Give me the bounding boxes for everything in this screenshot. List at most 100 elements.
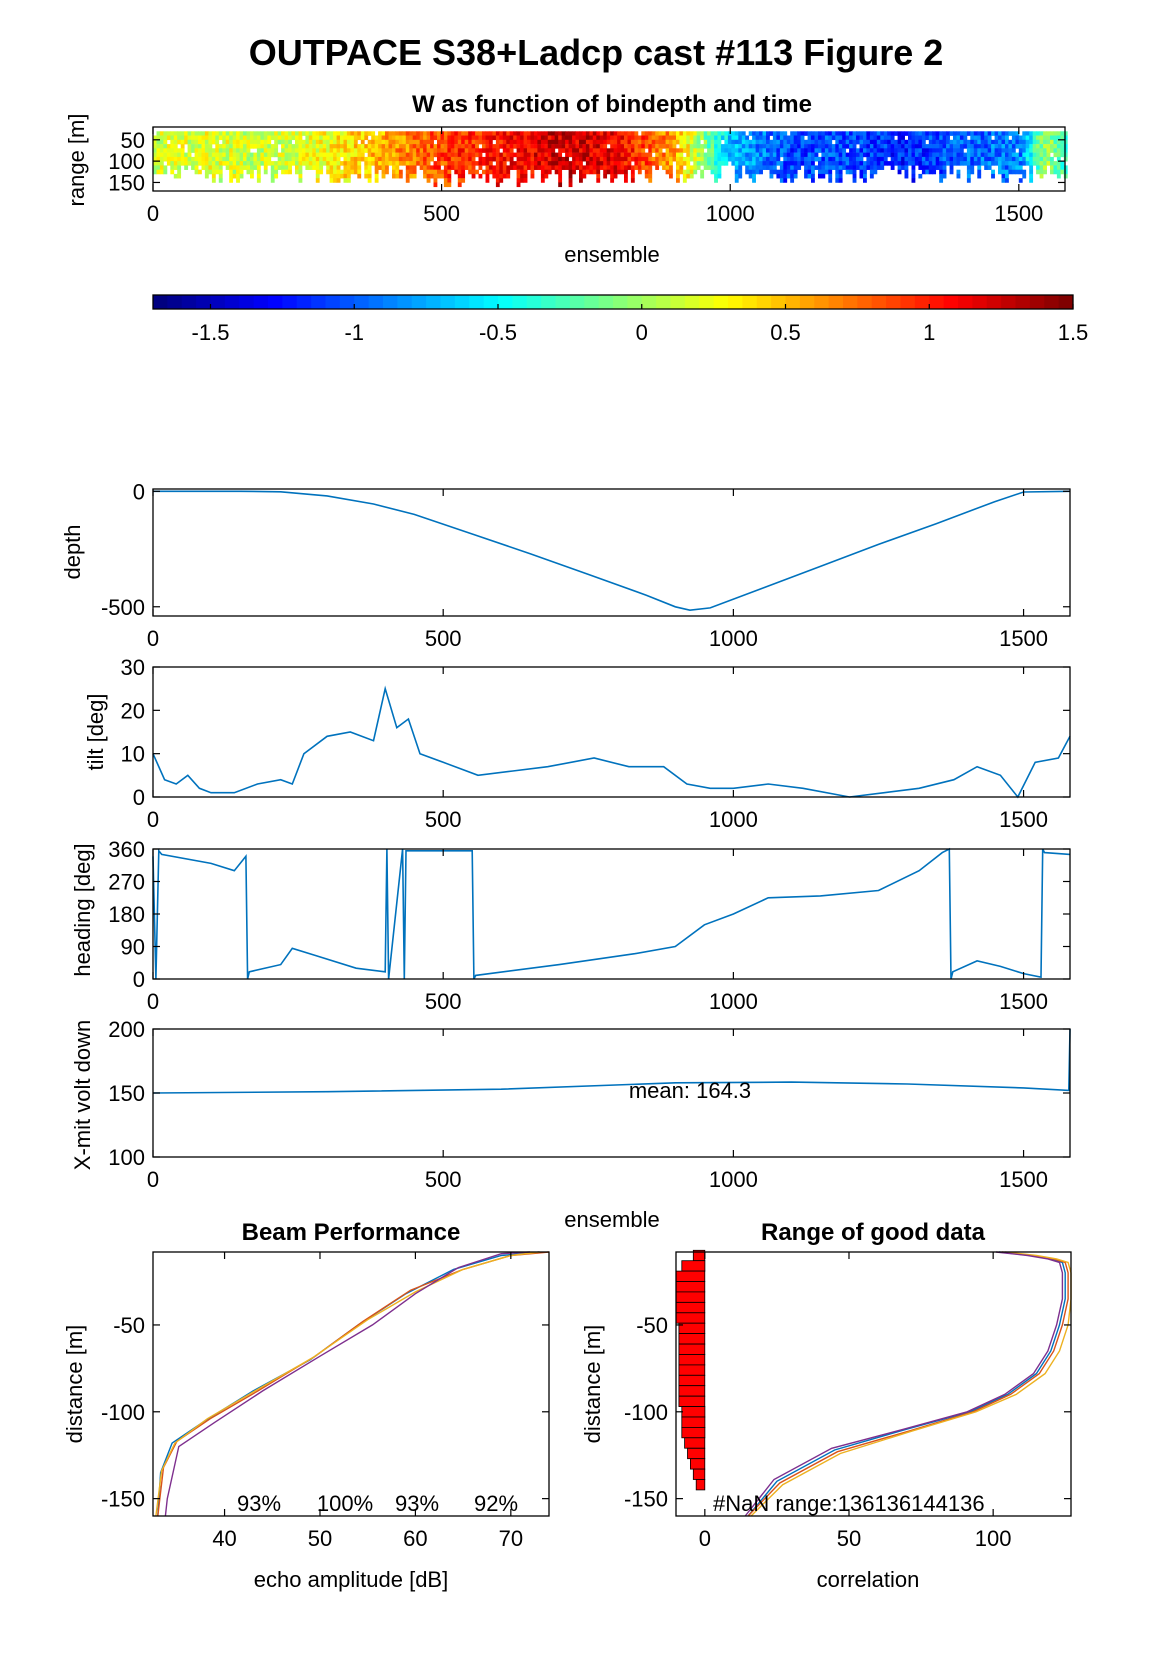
w-image-cell bbox=[977, 161, 982, 166]
w-image-cell bbox=[821, 152, 826, 158]
w-image-cell bbox=[523, 135, 528, 141]
w-image-cell bbox=[579, 173, 583, 179]
w-image-cell bbox=[959, 152, 964, 158]
w-image-cell bbox=[890, 165, 895, 170]
w-image-cell bbox=[340, 139, 344, 145]
w-image-cell bbox=[953, 148, 957, 153]
w-image-cell bbox=[669, 156, 673, 162]
w-image-cell bbox=[766, 165, 770, 170]
w-image-cell bbox=[658, 135, 663, 141]
w-image-cell bbox=[177, 135, 182, 141]
w-image-cell bbox=[991, 152, 995, 158]
w-image-cell bbox=[980, 139, 985, 145]
w-image-cell bbox=[346, 139, 351, 145]
range-nan-bar bbox=[687, 1447, 706, 1460]
w-image-cell bbox=[236, 169, 240, 175]
w-image-cell bbox=[1025, 144, 1030, 149]
colorbar-swatch bbox=[742, 295, 758, 309]
w-image-cell bbox=[918, 161, 923, 166]
w-image-cell bbox=[516, 152, 521, 158]
w-image-cell bbox=[423, 161, 427, 166]
w-image-cell bbox=[229, 148, 234, 153]
w-image-cell bbox=[395, 169, 400, 175]
w-image-cell bbox=[343, 131, 348, 136]
w-image-cell bbox=[987, 152, 992, 158]
w-image-cell bbox=[159, 131, 164, 136]
w-image-cell bbox=[499, 161, 504, 166]
w-image-cell bbox=[461, 173, 466, 179]
w-image-cell bbox=[482, 169, 486, 175]
w-image-cell bbox=[1046, 148, 1051, 153]
w-image-cell bbox=[987, 161, 992, 166]
w-image-cell bbox=[336, 152, 341, 158]
w-image-cell bbox=[949, 165, 954, 170]
w-image-cell bbox=[395, 148, 400, 153]
w-image-cell bbox=[1043, 161, 1047, 166]
w-image-cell bbox=[634, 131, 639, 136]
w-image-cell bbox=[340, 173, 344, 179]
w-image-cell bbox=[731, 131, 736, 136]
w-image-cell bbox=[198, 144, 202, 149]
w-image-cell bbox=[253, 135, 258, 141]
w-image-cell bbox=[464, 152, 469, 158]
w-image-cell bbox=[970, 144, 975, 149]
w-image-cell bbox=[869, 152, 874, 158]
w-image-cell bbox=[831, 165, 836, 170]
w-image-cell bbox=[932, 161, 937, 166]
w-image-cell bbox=[177, 148, 182, 153]
w-image-cell bbox=[471, 139, 476, 145]
w-image-cell bbox=[159, 165, 164, 170]
w-image-cell bbox=[973, 148, 978, 153]
w-image-cell bbox=[295, 131, 299, 136]
w-image-cell bbox=[326, 131, 331, 136]
w-image-cell bbox=[589, 148, 594, 153]
w-image-cell bbox=[329, 144, 334, 149]
w-image-cell bbox=[156, 135, 161, 141]
w-image-cell bbox=[263, 148, 268, 153]
w-image-cell bbox=[953, 161, 957, 166]
w-image-cell bbox=[966, 173, 971, 179]
w-image-cell bbox=[461, 144, 466, 149]
w-image-cell bbox=[1025, 139, 1030, 145]
w-image-xlabel: ensemble bbox=[564, 242, 659, 267]
colorbar-swatch bbox=[440, 295, 456, 309]
w-image-cell bbox=[530, 156, 535, 162]
w-image-cell bbox=[918, 173, 923, 179]
w-image-cell bbox=[461, 178, 466, 183]
w-image-cell bbox=[204, 148, 209, 153]
w-image-cell bbox=[939, 148, 944, 153]
w-image-cells bbox=[153, 131, 1068, 188]
w-image-cell bbox=[419, 161, 424, 166]
w-image-cell bbox=[592, 169, 597, 175]
w-image-cell bbox=[201, 156, 206, 162]
w-image-cell bbox=[627, 165, 632, 170]
w-image-cell bbox=[409, 169, 414, 175]
w-image-cell bbox=[364, 161, 369, 166]
w-image-cell bbox=[738, 139, 743, 145]
w-image-cell bbox=[267, 156, 272, 162]
w-image-cell bbox=[935, 131, 940, 136]
w-image-cell bbox=[779, 161, 784, 166]
w-image-cell bbox=[1008, 169, 1013, 175]
depth-ytick-label: 0 bbox=[133, 479, 145, 504]
colorbar-tick-label: -1.5 bbox=[192, 320, 230, 345]
w-image-cell bbox=[627, 144, 632, 149]
w-image-cell bbox=[173, 152, 178, 158]
w-image-cell bbox=[693, 165, 698, 170]
w-image-cell bbox=[682, 161, 687, 166]
w-image-cell bbox=[1018, 156, 1023, 162]
w-image-cell bbox=[565, 131, 569, 136]
w-image-cell bbox=[568, 139, 573, 145]
w-image-cell bbox=[658, 148, 663, 153]
w-image-cell bbox=[665, 148, 670, 153]
w-image-cell bbox=[447, 144, 452, 149]
w-image-cell bbox=[603, 156, 608, 162]
w-image-cell bbox=[551, 156, 556, 162]
w-image-cell bbox=[890, 148, 895, 153]
w-image-cell bbox=[409, 173, 414, 179]
w-image-cell bbox=[381, 161, 386, 166]
w-image-cell bbox=[305, 135, 310, 141]
w-image-cell bbox=[291, 152, 296, 158]
w-image-cell bbox=[204, 131, 209, 136]
w-image-cell bbox=[329, 131, 334, 136]
